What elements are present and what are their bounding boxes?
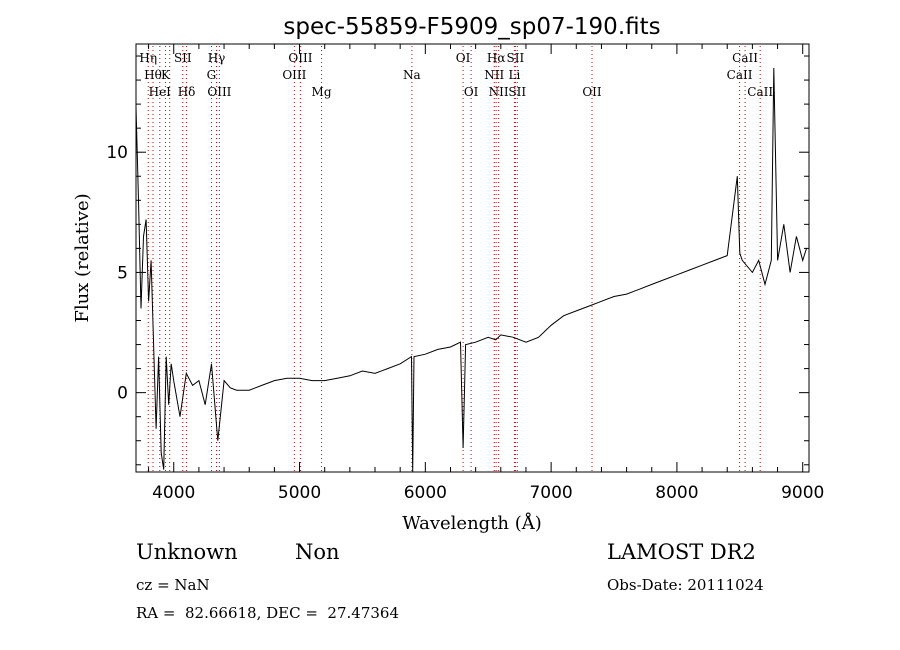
line-marker-label: OIII — [207, 85, 231, 99]
line-marker-label: NII — [484, 68, 504, 82]
x-tick-label: 5000 — [278, 483, 321, 503]
subclass-label: Non — [295, 540, 340, 564]
line-marker-label: Mg — [312, 85, 332, 99]
line-marker-label: SII — [508, 85, 526, 99]
line-marker-label: Hθ — [144, 68, 162, 82]
line-marker-label: OIII — [288, 51, 312, 65]
survey-label: LAMOST DR2 — [607, 540, 756, 564]
line-marker-label: OII — [582, 85, 602, 99]
x-tick-label: 6000 — [404, 483, 447, 503]
class-label: Unknown — [136, 540, 238, 564]
chart-title: spec-55859-F5909_sp07-190.fits — [283, 14, 660, 40]
line-marker-label: HeI — [149, 85, 172, 99]
line-marker-label: CaII — [747, 85, 773, 99]
spectral-line-labels: HηHθHeIKSIIHδGHγOIIIOIIIOIIIMgNaOIOINIIH… — [139, 51, 773, 99]
line-marker-label: SII — [507, 51, 525, 65]
x-tick-label: 9000 — [781, 483, 824, 503]
x-tick-label: 8000 — [655, 483, 698, 503]
coords-label: RA = 82.66618, DEC = 27.47364 — [136, 604, 400, 622]
line-marker-label: SII — [174, 51, 192, 65]
line-marker-label: K — [161, 68, 171, 82]
x-tick-label: 7000 — [529, 483, 572, 503]
y-tick-label: 5 — [117, 263, 128, 283]
line-marker-label: Li — [508, 68, 520, 82]
line-marker-label: Hη — [139, 51, 157, 65]
x-axis-label: Wavelength (Å) — [402, 512, 542, 534]
axis-ticks — [136, 44, 809, 472]
line-marker-label: G — [207, 68, 217, 82]
plot-frame — [135, 43, 810, 473]
line-marker-label: Hγ — [208, 51, 226, 65]
spectral-line-markers — [147, 46, 761, 472]
line-marker-label: Hα — [487, 51, 506, 65]
spectrum-line — [135, 67, 807, 473]
cz-label: cz = NaN — [136, 576, 210, 594]
y-tick-label: 10 — [106, 143, 128, 163]
line-marker-label: CaII — [727, 68, 753, 82]
line-marker-label: OI — [456, 51, 471, 65]
line-marker-label: Na — [403, 68, 421, 82]
line-marker-label: CaII — [732, 51, 758, 65]
line-marker-label: OIII — [282, 68, 306, 82]
line-marker-label: NII — [489, 85, 509, 99]
y-tick-label: 0 — [117, 384, 128, 404]
line-marker-label: OI — [464, 85, 479, 99]
obs-date-label: Obs-Date: 20111024 — [607, 576, 764, 594]
y-axis-label: Flux (relative) — [72, 193, 93, 322]
axis-tick-labels: 4000 5000 6000 7000 8000 9000 0 5 10 — [106, 143, 824, 503]
x-tick-label: 4000 — [152, 483, 195, 503]
line-marker-label: Hδ — [178, 85, 196, 99]
